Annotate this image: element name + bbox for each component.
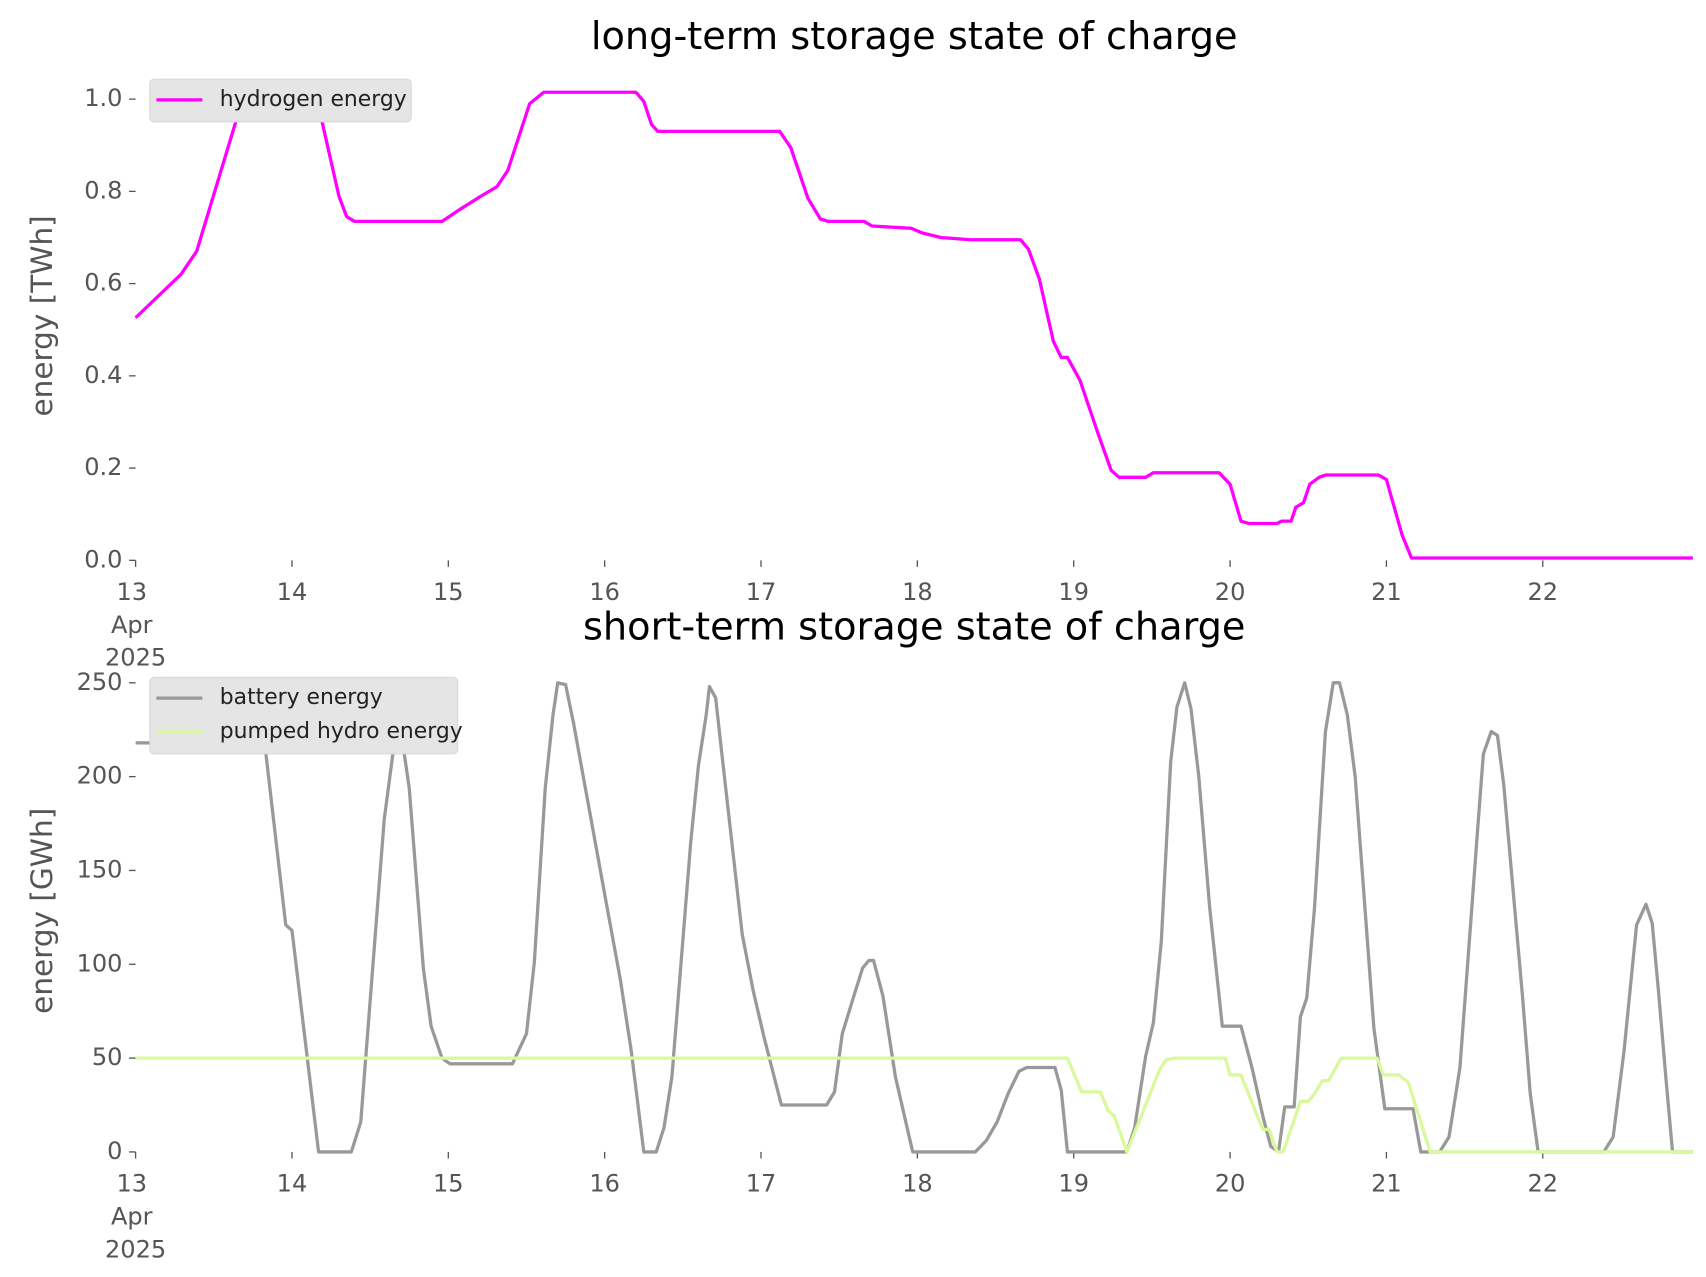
legend-box (149, 676, 459, 755)
x-tick-label: 18 (902, 1170, 933, 1198)
x-tick-label: 21 (1371, 1170, 1402, 1198)
legend-box (149, 78, 412, 123)
x-tick-label: 15 (433, 1170, 464, 1198)
y-tick-label: 0.6 (84, 269, 122, 297)
y-axis-label: energy [TWh] (25, 215, 59, 416)
x-tick-label: 21 (1371, 578, 1402, 606)
x-tick-label: 22 (1527, 1170, 1558, 1198)
x-tick-label: 13 Apr 2025 (105, 1170, 166, 1264)
y-tick-label: 250 (77, 668, 123, 696)
y-tick-label: 0.4 (84, 361, 122, 389)
y-tick-label: 50 (92, 1043, 123, 1071)
y-tick-label: 200 (77, 762, 123, 790)
x-tick-label: 20 (1215, 1170, 1246, 1198)
x-tick-label: 15 (433, 578, 464, 606)
x-tick-label: 14 (277, 1170, 308, 1198)
legend-label: hydrogen energy (220, 87, 407, 112)
legend-label: pumped hydro energy (220, 719, 463, 744)
x-tick-label: 17 (746, 578, 777, 606)
series-line (135, 1056, 1693, 1154)
y-tick-label: 0.0 (84, 545, 122, 573)
series-line (135, 681, 1693, 1154)
x-tick-label: 22 (1527, 578, 1558, 606)
x-tick-label: 17 (746, 1170, 777, 1198)
y-tick-label: 0.8 (84, 176, 122, 204)
y-tick-label: 0 (107, 1137, 122, 1165)
y-axis-label: energy [GWh] (25, 808, 59, 1014)
x-tick-label: 19 (1058, 1170, 1089, 1198)
series-line (134, 90, 1693, 560)
x-tick-label: 18 (902, 578, 933, 606)
x-tick-label: 16 (589, 1170, 620, 1198)
x-tick-label: 13 Apr 2025 (105, 578, 166, 672)
y-tick-label: 1.0 (84, 84, 122, 112)
chart-title: long-term storage state of charge (591, 14, 1238, 59)
x-tick-label: 14 (277, 578, 308, 606)
y-tick-label: 150 (77, 855, 123, 883)
legend-label: battery energy (220, 685, 383, 710)
x-tick-label: 20 (1215, 578, 1246, 606)
x-tick-label: 19 (1058, 578, 1089, 606)
x-tick-label: 16 (589, 578, 620, 606)
y-tick-label: 0.2 (84, 453, 122, 481)
y-tick-label: 100 (77, 949, 123, 977)
chart-title: short-term storage state of charge (583, 605, 1246, 650)
